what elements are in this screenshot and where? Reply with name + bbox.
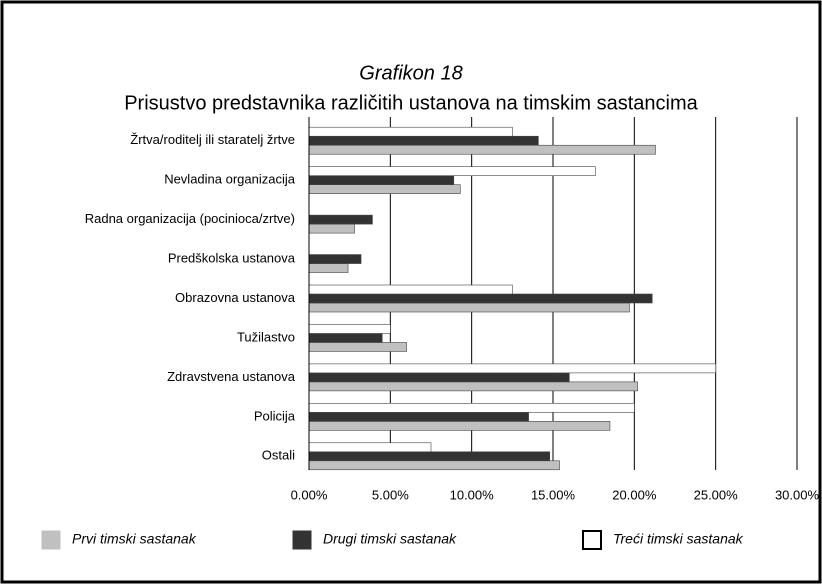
x-tick-label: 25.00% (694, 487, 739, 502)
bar (308, 126, 513, 137)
bar (308, 166, 596, 176)
legend-label: Treći timski sastanak (613, 531, 744, 547)
legend-label: Drugi timski sastanak (323, 531, 457, 547)
bar (308, 223, 355, 234)
bar (308, 144, 656, 155)
bar (308, 175, 455, 185)
x-tick-label: 0.00% (291, 487, 328, 502)
y-tick-label: Predškolska ustanova (168, 250, 296, 265)
legend-swatch (582, 530, 602, 550)
x-tick-label: 5.00% (372, 487, 409, 502)
bar (308, 184, 461, 194)
chart-subtitle: Prisustvo predstavnika različitih ustano… (124, 92, 698, 114)
bar (308, 302, 630, 313)
x-tick-label: 10.00% (450, 487, 495, 502)
y-tick-label: Tužilastvo (237, 329, 295, 344)
x-tick-label: 15.00% (531, 487, 576, 502)
bar (308, 135, 539, 146)
x-tick-label: 20.00% (612, 487, 657, 502)
y-tick-label: Nevladina organizacija (164, 172, 296, 187)
bar (308, 342, 407, 352)
bar (308, 451, 551, 462)
legend-swatch (41, 530, 61, 550)
bar (308, 381, 638, 392)
y-tick-label: Radna organizacija (pocinioca/zrtve) (85, 211, 295, 226)
y-tick-label: Obrazovna ustanova (175, 290, 296, 305)
bar (308, 293, 653, 304)
bar (308, 372, 570, 383)
bar (308, 412, 529, 422)
bar (308, 333, 383, 343)
chart-title: Grafikon 18 (359, 62, 462, 84)
y-tick-label: Ostali (262, 448, 295, 463)
bar (308, 460, 560, 471)
bar (308, 442, 432, 453)
y-tick-label: Žrtva/roditelj ili staratelj žrtve (130, 132, 295, 147)
bar (308, 403, 635, 413)
legend-swatch (292, 530, 312, 550)
y-tick-label: Zdravstvena ustanova (167, 369, 296, 384)
legend-label: Prvi timski sastanak (72, 531, 197, 547)
bar (308, 324, 391, 334)
bar (308, 284, 513, 295)
bar (308, 214, 373, 225)
x-tick-label: 30.00% (775, 487, 820, 502)
y-tick-label: Policija (254, 408, 296, 423)
bar (308, 363, 716, 374)
bar (308, 421, 611, 431)
bar (308, 263, 349, 273)
bar (308, 254, 362, 264)
